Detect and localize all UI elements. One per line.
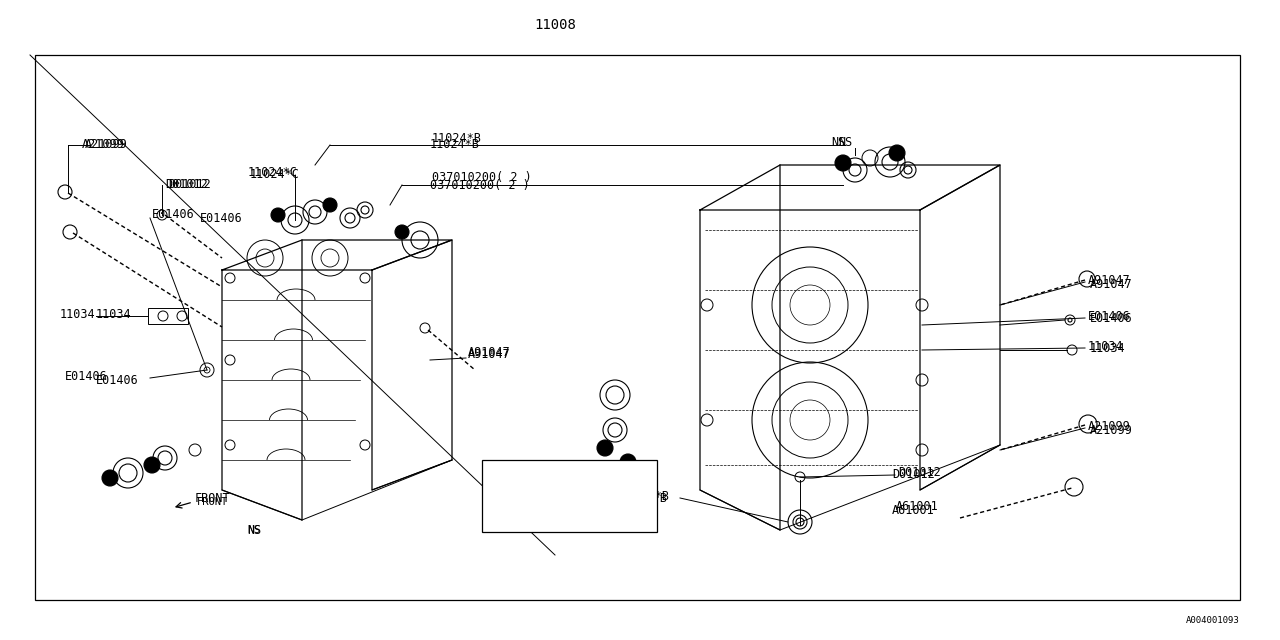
Text: E01406: E01406 <box>65 369 108 383</box>
Text: E01406: E01406 <box>200 211 243 225</box>
Circle shape <box>890 145 905 161</box>
Text: 1: 1 <box>494 509 500 518</box>
Circle shape <box>323 198 337 212</box>
Circle shape <box>102 470 118 486</box>
Text: 11024*B: 11024*B <box>430 138 480 152</box>
Circle shape <box>396 225 410 239</box>
Text: 2: 2 <box>494 474 500 483</box>
Text: NS: NS <box>247 525 261 535</box>
Circle shape <box>488 505 506 523</box>
Text: FRONT: FRONT <box>195 492 230 504</box>
Bar <box>35 55 1240 600</box>
Text: 11034: 11034 <box>1091 342 1125 355</box>
Text: 11024*B: 11024*B <box>433 131 481 145</box>
Text: A91047: A91047 <box>1088 273 1130 287</box>
Bar <box>148 308 188 324</box>
Text: E01406: E01406 <box>1091 312 1133 324</box>
Text: A21099: A21099 <box>1088 419 1130 433</box>
Bar <box>483 460 657 532</box>
Text: A004001093: A004001093 <box>1187 616 1240 625</box>
Text: D01012: D01012 <box>899 467 941 479</box>
Circle shape <box>488 469 506 487</box>
Text: A91047: A91047 <box>1091 278 1133 291</box>
Text: 11021*B: 11021*B <box>618 492 668 504</box>
Text: A61001: A61001 <box>896 500 938 513</box>
Text: 11024*A: 11024*A <box>517 472 567 484</box>
Text: 1: 1 <box>602 444 608 452</box>
Text: NS: NS <box>838 136 852 150</box>
Text: FRONT: FRONT <box>197 497 228 507</box>
Text: 11034: 11034 <box>96 308 132 321</box>
Circle shape <box>620 454 636 470</box>
Text: 037010200( 2 ): 037010200( 2 ) <box>430 179 530 191</box>
Text: A21099: A21099 <box>82 138 124 152</box>
Text: 1: 1 <box>275 211 280 220</box>
Text: A61001: A61001 <box>892 504 934 516</box>
Text: 11034: 11034 <box>60 307 96 321</box>
Text: D01012: D01012 <box>165 179 207 191</box>
Text: A21099: A21099 <box>1091 424 1133 436</box>
Text: 037010200( 2 ): 037010200( 2 ) <box>433 172 531 184</box>
Text: NS: NS <box>247 524 261 536</box>
Text: A21099: A21099 <box>84 138 128 152</box>
Text: 11024*C: 11024*C <box>250 168 300 182</box>
Circle shape <box>143 457 160 473</box>
Text: 2: 2 <box>108 474 113 483</box>
Text: D01012: D01012 <box>892 468 934 481</box>
Text: E01406: E01406 <box>1088 310 1130 323</box>
Text: 037018200(6 ): 037018200(6 ) <box>517 508 609 520</box>
Circle shape <box>835 155 851 171</box>
Text: A91047: A91047 <box>468 346 511 358</box>
Text: 1: 1 <box>148 461 155 470</box>
Text: 1: 1 <box>893 148 900 157</box>
Text: 2: 2 <box>840 159 846 168</box>
Text: 2: 2 <box>625 458 631 467</box>
Circle shape <box>596 440 613 456</box>
Text: 1: 1 <box>399 227 404 237</box>
Text: NS: NS <box>831 136 845 150</box>
Text: E01406: E01406 <box>96 374 138 387</box>
Text: 11008: 11008 <box>534 18 576 32</box>
Text: 2: 2 <box>328 200 333 209</box>
Text: 11021*B: 11021*B <box>620 490 669 502</box>
Text: A91047: A91047 <box>468 349 511 362</box>
Circle shape <box>271 208 285 222</box>
Text: E01406: E01406 <box>152 209 195 221</box>
Text: D01012: D01012 <box>168 179 211 191</box>
Text: 11034: 11034 <box>1088 339 1124 353</box>
Text: 11024*C: 11024*C <box>248 166 298 179</box>
